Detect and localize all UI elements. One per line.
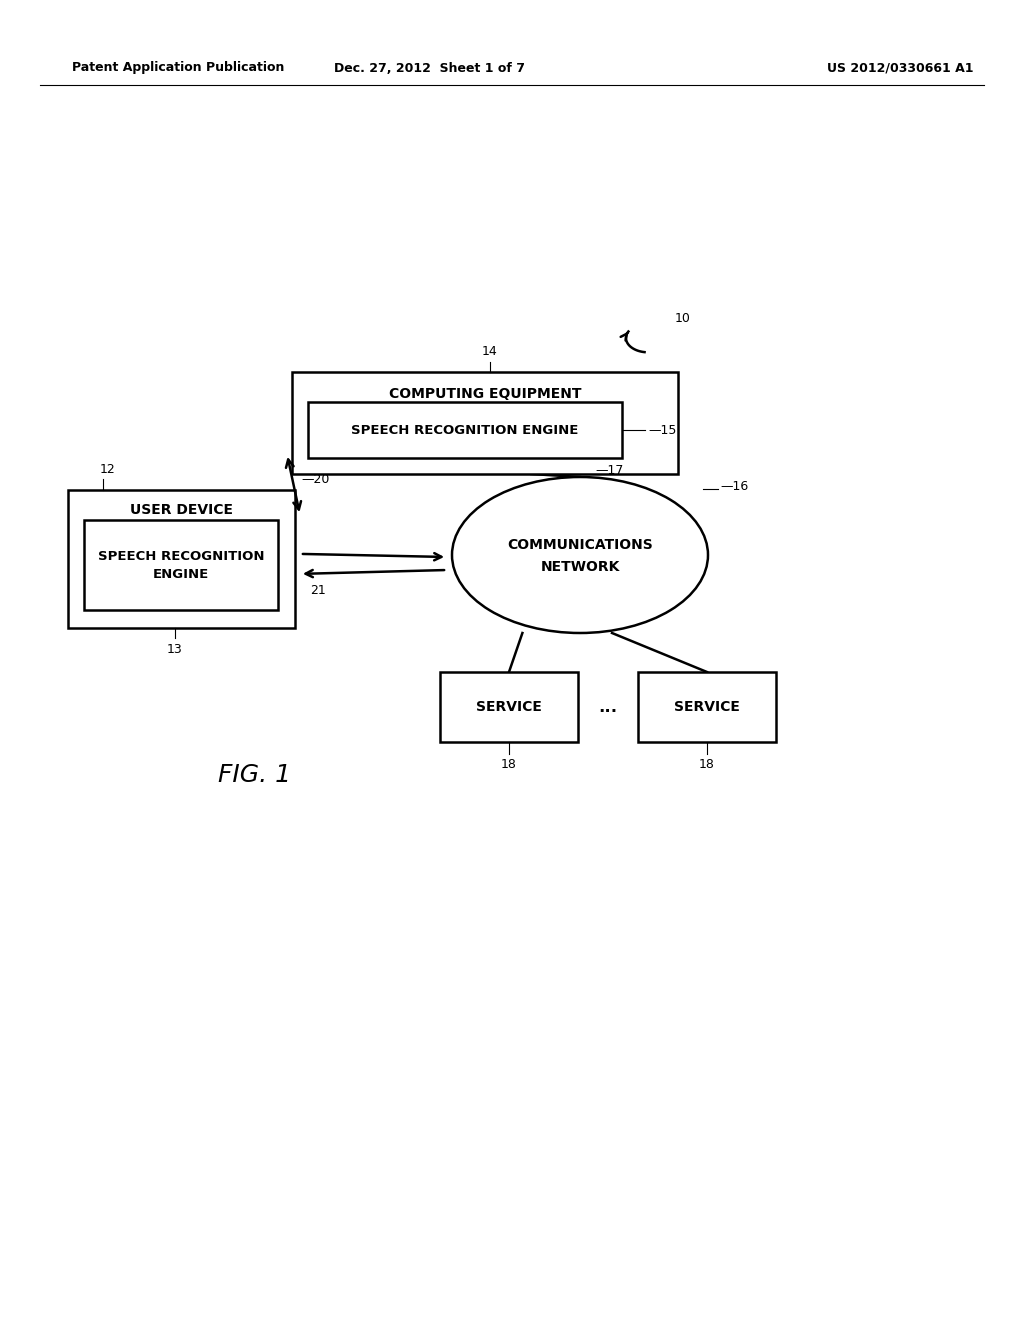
Text: 18: 18 [501, 758, 517, 771]
Bar [84, 520, 278, 610]
Bar [292, 372, 678, 474]
Text: SPEECH RECOGNITION ENGINE: SPEECH RECOGNITION ENGINE [351, 424, 579, 437]
Text: FIG. 1: FIG. 1 [218, 763, 292, 787]
Bar [638, 672, 776, 742]
Text: —15: —15 [648, 424, 677, 437]
Text: ...: ... [598, 698, 617, 715]
Bar [440, 672, 578, 742]
Text: 21: 21 [310, 585, 326, 598]
Bar [68, 490, 295, 628]
Bar [308, 403, 622, 458]
Text: —20: —20 [301, 473, 330, 486]
Text: 12: 12 [100, 463, 116, 477]
Ellipse shape [452, 477, 708, 634]
Text: SERVICE: SERVICE [674, 700, 740, 714]
Text: 18: 18 [699, 758, 715, 771]
Text: NETWORK: NETWORK [541, 560, 620, 574]
Text: Patent Application Publication: Patent Application Publication [72, 62, 285, 74]
Text: SPEECH RECOGNITION: SPEECH RECOGNITION [97, 549, 264, 562]
Text: 10: 10 [675, 312, 691, 325]
Text: ENGINE: ENGINE [153, 568, 209, 581]
Text: COMPUTING EQUIPMENT: COMPUTING EQUIPMENT [389, 387, 582, 401]
Text: SERVICE: SERVICE [476, 700, 542, 714]
Text: US 2012/0330661 A1: US 2012/0330661 A1 [826, 62, 973, 74]
Text: 13: 13 [167, 643, 183, 656]
Text: —17: —17 [595, 465, 624, 477]
Text: 14: 14 [482, 345, 498, 358]
Text: Dec. 27, 2012  Sheet 1 of 7: Dec. 27, 2012 Sheet 1 of 7 [335, 62, 525, 74]
Text: —16: —16 [720, 480, 749, 494]
Text: COMMUNICATIONS: COMMUNICATIONS [507, 539, 653, 552]
Text: USER DEVICE: USER DEVICE [130, 503, 233, 517]
